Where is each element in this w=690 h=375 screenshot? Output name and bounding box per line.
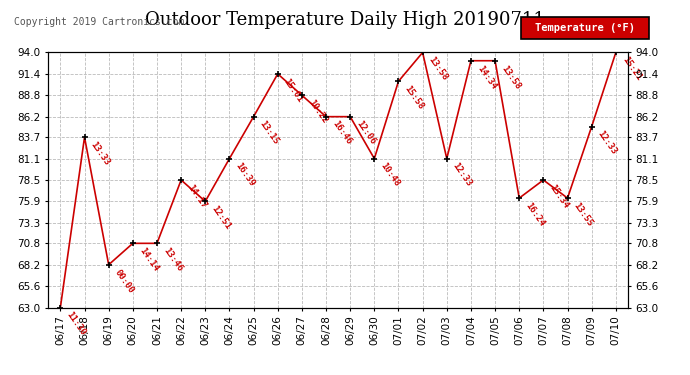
Text: 13:55: 13:55: [572, 201, 595, 228]
Text: 12:33: 12:33: [596, 129, 619, 156]
Text: 10:48: 10:48: [379, 161, 402, 189]
Text: 13:15: 13:15: [258, 120, 281, 147]
Text: 13:58: 13:58: [427, 55, 450, 82]
Text: 13:33: 13:33: [89, 140, 112, 167]
Text: Temperature (°F): Temperature (°F): [535, 23, 635, 33]
Text: 16:39: 16:39: [234, 161, 257, 189]
Text: 00:00: 00:00: [113, 267, 136, 295]
Text: 13:58: 13:58: [500, 63, 522, 91]
Text: 11:30: 11:30: [65, 310, 88, 338]
Text: 13:46: 13:46: [161, 246, 184, 273]
Text: 14:34: 14:34: [475, 63, 498, 91]
Text: 10:22: 10:22: [306, 98, 329, 125]
Text: 16:24: 16:24: [524, 201, 546, 228]
Text: 15:34: 15:34: [548, 183, 571, 210]
Text: 12:06: 12:06: [355, 120, 377, 147]
Text: 15:58: 15:58: [403, 84, 426, 111]
Text: Outdoor Temperature Daily High 20190711: Outdoor Temperature Daily High 20190711: [145, 11, 545, 29]
Text: 15:01: 15:01: [282, 76, 305, 104]
Text: 12:51: 12:51: [210, 204, 233, 231]
Text: 12:33: 12:33: [451, 161, 474, 189]
Text: Copyright 2019 Cartronics.com: Copyright 2019 Cartronics.com: [14, 17, 184, 27]
Text: 14:14: 14:14: [137, 246, 160, 273]
Text: 16:46: 16:46: [331, 120, 353, 147]
Text: 14:17: 14:17: [186, 183, 208, 210]
Text: 15:21: 15:21: [620, 55, 643, 82]
